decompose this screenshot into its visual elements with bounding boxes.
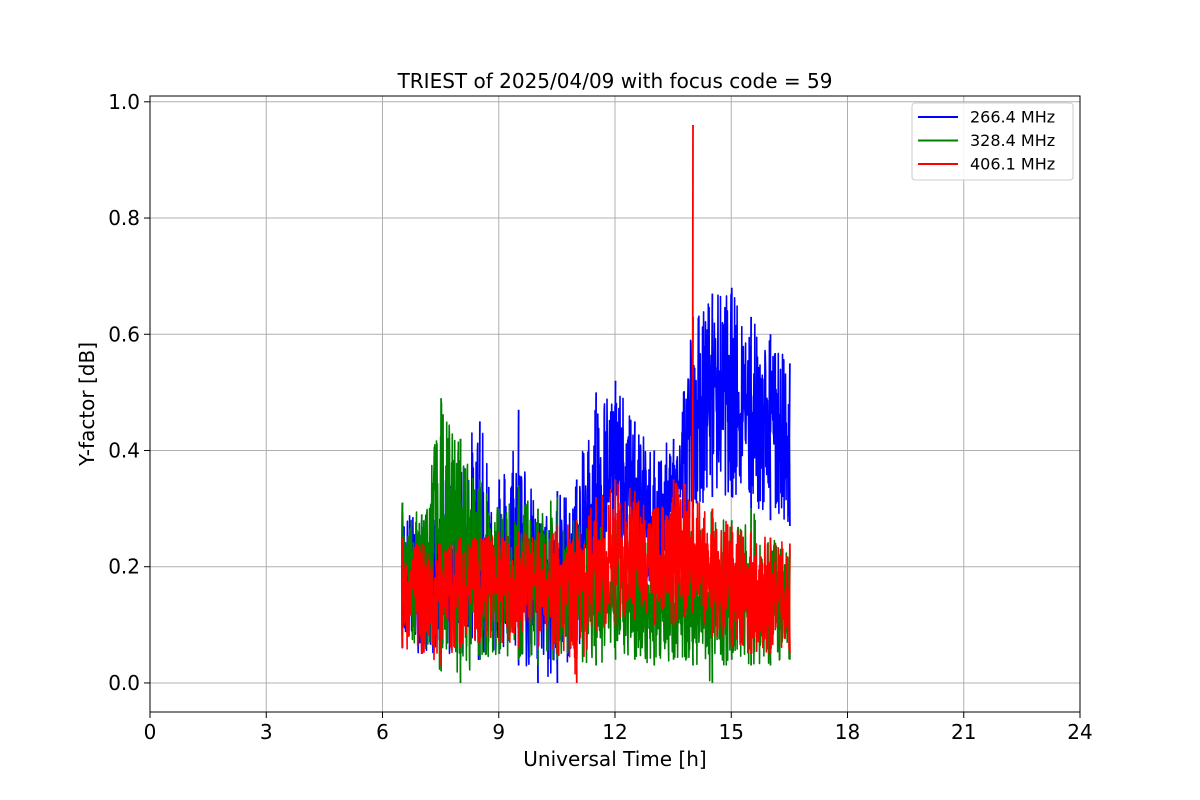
series-spike: [633, 613, 636, 660]
series-spike: [517, 584, 520, 649]
series-spike: [420, 543, 423, 590]
series-spike: [730, 287, 733, 393]
series-spike: [710, 380, 714, 497]
x-axis-ticks: 0 3 6 9 12 15 18 21 24: [144, 712, 1093, 744]
series-spike: [439, 589, 443, 666]
series-spike: [594, 392, 598, 492]
x-tick-label: 21: [951, 720, 976, 744]
series-spike: [672, 479, 675, 556]
series-spike: [400, 584, 404, 649]
x-tick-label: 24: [1067, 720, 1092, 744]
series-spike: [633, 555, 636, 620]
y-tick-label: 0.0: [108, 671, 140, 695]
legend-label: 406.1 MHz: [970, 155, 1055, 174]
series-spike: [555, 526, 559, 585]
x-tick-label: 12: [602, 720, 627, 744]
series-spike: [420, 589, 423, 654]
series-spike: [594, 566, 598, 631]
series-spike: [691, 607, 694, 666]
series-spike: [459, 438, 462, 544]
series-spike: [769, 595, 772, 654]
x-axis-label: Universal Time [h]: [523, 747, 706, 771]
y-axis-ticks: 0.0 0.2 0.4 0.6 0.8 1.0: [108, 90, 150, 695]
series-spike: [536, 531, 539, 585]
x-tick-label: 18: [835, 720, 860, 744]
series-spike: [459, 589, 462, 649]
series-spike: [788, 601, 791, 654]
chart-title: TRIEST of 2025/04/09 with focus code = 5…: [397, 69, 833, 93]
series-spike: [497, 584, 501, 643]
series-spike: [517, 531, 520, 585]
series-spike: [710, 293, 714, 381]
series-spike: [749, 595, 753, 654]
series-spike: [749, 316, 753, 410]
series-spike: [769, 427, 772, 521]
y-tick-label: 0.4: [108, 438, 140, 462]
x-tick-label: 0: [144, 720, 157, 744]
series-spike: [788, 543, 791, 602]
series-spike: [478, 589, 481, 643]
series-spike: [672, 555, 675, 625]
x-tick-label: 15: [719, 720, 744, 744]
series-spike: [769, 334, 772, 428]
y-axis-label: Y-factor [dB]: [75, 342, 99, 467]
series-spike: [788, 363, 791, 439]
series-spike: [439, 543, 443, 590]
series-spike: [633, 421, 636, 497]
series-spike: [497, 531, 501, 585]
y-tick-label: 0.6: [108, 322, 140, 346]
series-spike: [459, 537, 462, 590]
series-spike: [614, 479, 617, 556]
series-spike: [710, 578, 714, 637]
y-tick-label: 0.2: [108, 555, 140, 579]
series-spike: [614, 380, 617, 474]
series-layer: [400, 125, 791, 683]
series-spike: [652, 566, 656, 625]
legend-label: 328.4 MHz: [970, 131, 1055, 150]
y-tick-label: 0.8: [108, 206, 140, 230]
y-tick-label: 1.0: [108, 90, 140, 114]
series-spike: [730, 589, 733, 649]
series-spike: [749, 409, 753, 509]
series-spike: [691, 125, 694, 544]
series-spike: [614, 555, 617, 625]
series-spike: [652, 508, 656, 567]
series-spike: [575, 520, 578, 579]
series-spike: [575, 578, 578, 683]
series-spike: [478, 537, 481, 590]
series-spike: [730, 392, 733, 497]
series-spike: [710, 508, 714, 579]
x-tick-label: 6: [376, 720, 389, 744]
series-spike: [691, 543, 694, 614]
series-spike: [749, 531, 753, 596]
series-spike: [536, 584, 539, 649]
series-spike: [633, 491, 636, 556]
series-spike: [730, 526, 733, 590]
series-spike: [594, 496, 598, 567]
series-spike: [769, 537, 772, 596]
legend: 266.4 MHz 328.4 MHz 406.1 MHz: [911, 102, 1074, 181]
series-spike: [555, 584, 559, 654]
legend-box: [911, 102, 1074, 181]
legend-label: 266.4 MHz: [970, 108, 1055, 127]
series-spike: [439, 398, 443, 532]
series-spike: [788, 438, 791, 527]
x-tick-label: 3: [260, 720, 273, 744]
x-tick-label: 9: [492, 720, 505, 744]
series-spike: [400, 537, 404, 585]
